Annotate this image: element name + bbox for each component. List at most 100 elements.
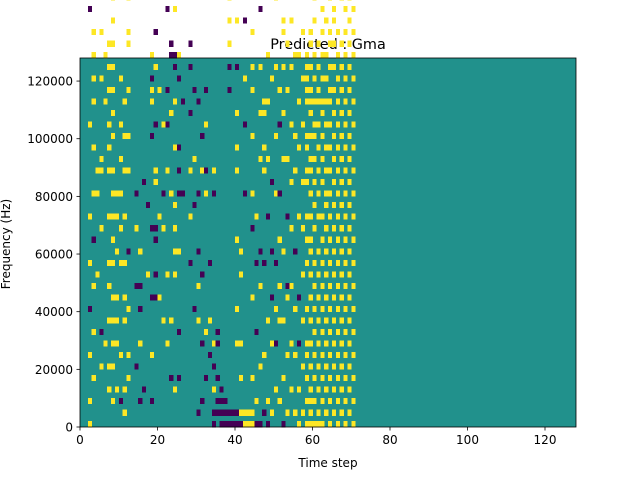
heatmap-cell xyxy=(196,409,201,416)
heatmap-cell xyxy=(316,190,321,197)
heatmap-cell xyxy=(126,40,131,47)
plot-area xyxy=(79,0,577,428)
heatmap-cell xyxy=(153,121,158,128)
heatmap-cell xyxy=(351,75,356,82)
heatmap-cell xyxy=(331,86,337,93)
heatmap-cell xyxy=(300,271,306,278)
heatmap-cell xyxy=(173,248,178,255)
heatmap-cell xyxy=(339,340,344,347)
heatmap-cell xyxy=(308,386,313,393)
heatmap-cell xyxy=(316,40,321,47)
heatmap-cell xyxy=(293,305,298,312)
x-tick-label: 60 xyxy=(305,433,320,447)
heatmap-cell xyxy=(351,213,356,220)
heatmap-cell xyxy=(297,52,302,59)
heatmap-cell xyxy=(328,167,333,174)
heatmap-cell xyxy=(351,352,356,359)
heatmap-cell xyxy=(289,17,294,24)
heatmap-cell xyxy=(312,259,317,266)
heatmap-cell xyxy=(107,167,112,174)
heatmap-cell xyxy=(281,63,286,70)
heatmap-cell xyxy=(285,409,290,416)
heatmap-cell xyxy=(269,248,275,255)
x-tick-label: 0 xyxy=(76,433,84,447)
heatmap-cell xyxy=(312,202,317,209)
heatmap-cell xyxy=(176,375,182,382)
heatmap-cell xyxy=(289,121,294,128)
heatmap-cell xyxy=(200,271,205,278)
heatmap-cell xyxy=(320,398,325,405)
heatmap-cell xyxy=(134,282,139,289)
heatmap-cell xyxy=(324,271,329,278)
heatmap-cell xyxy=(107,63,112,70)
heatmap-cell xyxy=(320,156,325,163)
heatmap-cell xyxy=(351,259,356,266)
heatmap-cell xyxy=(312,225,317,232)
heatmap-cell xyxy=(250,294,255,301)
heatmap-cell xyxy=(169,40,174,47)
heatmap-cell xyxy=(114,213,120,220)
heatmap-cell xyxy=(153,271,158,278)
heatmap-cell xyxy=(107,86,112,93)
heatmap-cell xyxy=(335,398,340,405)
heatmap-cell xyxy=(328,98,333,105)
heatmap-cell xyxy=(111,259,116,266)
heatmap-cell xyxy=(331,109,337,116)
heatmap-cell xyxy=(324,190,329,197)
heatmap-cell xyxy=(281,109,286,116)
heatmap-cell xyxy=(111,213,116,220)
heatmap-cell xyxy=(347,202,352,209)
heatmap-cell xyxy=(262,167,267,174)
heatmap-cell xyxy=(335,421,340,428)
heatmap-cell xyxy=(107,213,112,220)
heatmap-cell xyxy=(351,236,356,243)
heatmap-cell xyxy=(308,271,313,278)
heatmap-cell xyxy=(300,317,306,324)
y-tick-label: 60000 xyxy=(35,248,73,262)
heatmap-cell xyxy=(281,248,286,255)
heatmap-cell xyxy=(304,86,309,93)
heatmap-cell xyxy=(91,144,96,151)
heatmap-cell xyxy=(227,421,232,428)
y-tick-label: 20000 xyxy=(35,363,73,377)
x-tick-label: 80 xyxy=(382,433,397,447)
heatmap-cell xyxy=(351,375,356,382)
heatmap-cell xyxy=(235,409,240,416)
heatmap-cell xyxy=(331,156,337,163)
heatmap-cell xyxy=(328,305,333,312)
heatmap-cell xyxy=(122,213,127,220)
heatmap-cell xyxy=(188,167,193,174)
heatmap-cell xyxy=(328,121,333,128)
heatmap-cell xyxy=(107,386,112,393)
heatmap-cell xyxy=(111,109,116,116)
heatmap-cell xyxy=(312,421,317,428)
heatmap-cell xyxy=(269,179,275,186)
heatmap-cell xyxy=(250,132,255,140)
heatmap-cell xyxy=(343,29,348,36)
heatmap-cell xyxy=(343,282,348,289)
heatmap-cell xyxy=(149,225,154,232)
heatmap-cell xyxy=(235,305,240,312)
heatmap-cell xyxy=(188,63,193,70)
heatmap-cell xyxy=(111,236,116,243)
heatmap-cell xyxy=(289,225,294,232)
heatmap-cell xyxy=(281,317,286,324)
heatmap-cell xyxy=(316,409,321,416)
heatmap-cell xyxy=(227,86,232,93)
heatmap-cell xyxy=(308,317,313,324)
heatmap-cell xyxy=(122,132,127,140)
heatmap-cell xyxy=(328,86,333,93)
heatmap-cell xyxy=(173,98,178,105)
heatmap-cell xyxy=(176,52,182,59)
heatmap-cell xyxy=(176,328,182,336)
heatmap-cell xyxy=(242,121,247,128)
heatmap-cell xyxy=(165,271,170,278)
heatmap-cell xyxy=(149,294,154,301)
heatmap-cell xyxy=(331,271,337,278)
heatmap-cell xyxy=(207,317,213,324)
heatmap-cell xyxy=(297,294,302,301)
heatmap-cell xyxy=(285,86,290,93)
heatmap-cell xyxy=(114,294,120,301)
heatmap-cell xyxy=(343,375,348,382)
heatmap-cell xyxy=(316,86,321,93)
